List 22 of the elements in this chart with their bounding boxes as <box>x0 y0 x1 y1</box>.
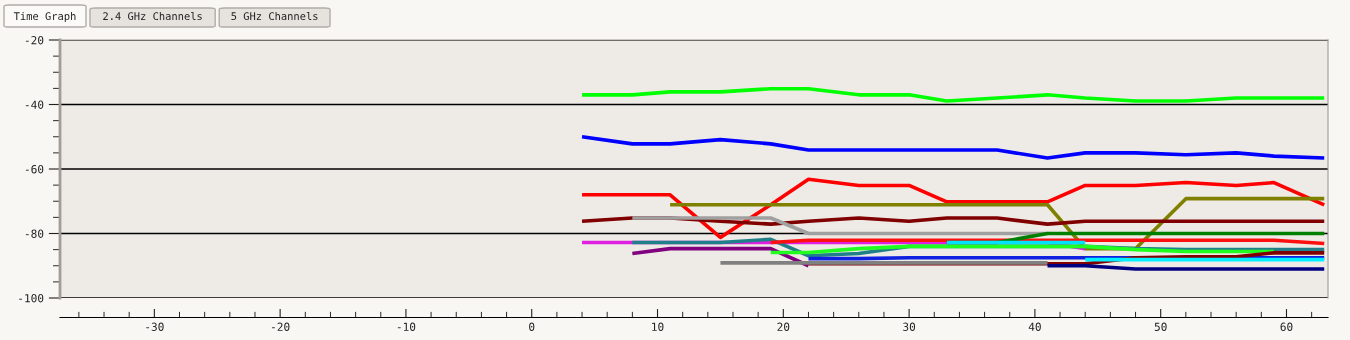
x-tick-label: 40 <box>1028 322 1041 331</box>
text: 5 GHz Channels <box>231 11 318 21</box>
x-tick-label: -20 <box>272 322 290 331</box>
line-series <box>580 177 1327 240</box>
x-tick-label: 0 <box>529 322 535 331</box>
y-tick-label: -20 <box>25 36 44 45</box>
y-tick-label: -40 <box>25 100 44 109</box>
line-series <box>580 134 1327 160</box>
y-tick-label: -100 <box>19 294 44 303</box>
line-series <box>768 244 1276 255</box>
x-tick-label: 30 <box>903 322 916 331</box>
x-tick-label: 60 <box>1280 322 1293 331</box>
text: 2.4 GHz Channels <box>103 11 202 21</box>
x-tick-label: 10 <box>652 322 664 331</box>
x-tick-label: 20 <box>777 322 790 331</box>
line-series <box>580 86 1327 103</box>
x-tick-label: -30 <box>146 322 164 331</box>
x-tick-label: 50 <box>1154 322 1167 331</box>
y-tick-label: -60 <box>25 165 44 174</box>
y-tick-label: -80 <box>25 229 44 238</box>
x-tick-label: -10 <box>397 322 416 331</box>
text: Time Graph <box>13 11 76 23</box>
